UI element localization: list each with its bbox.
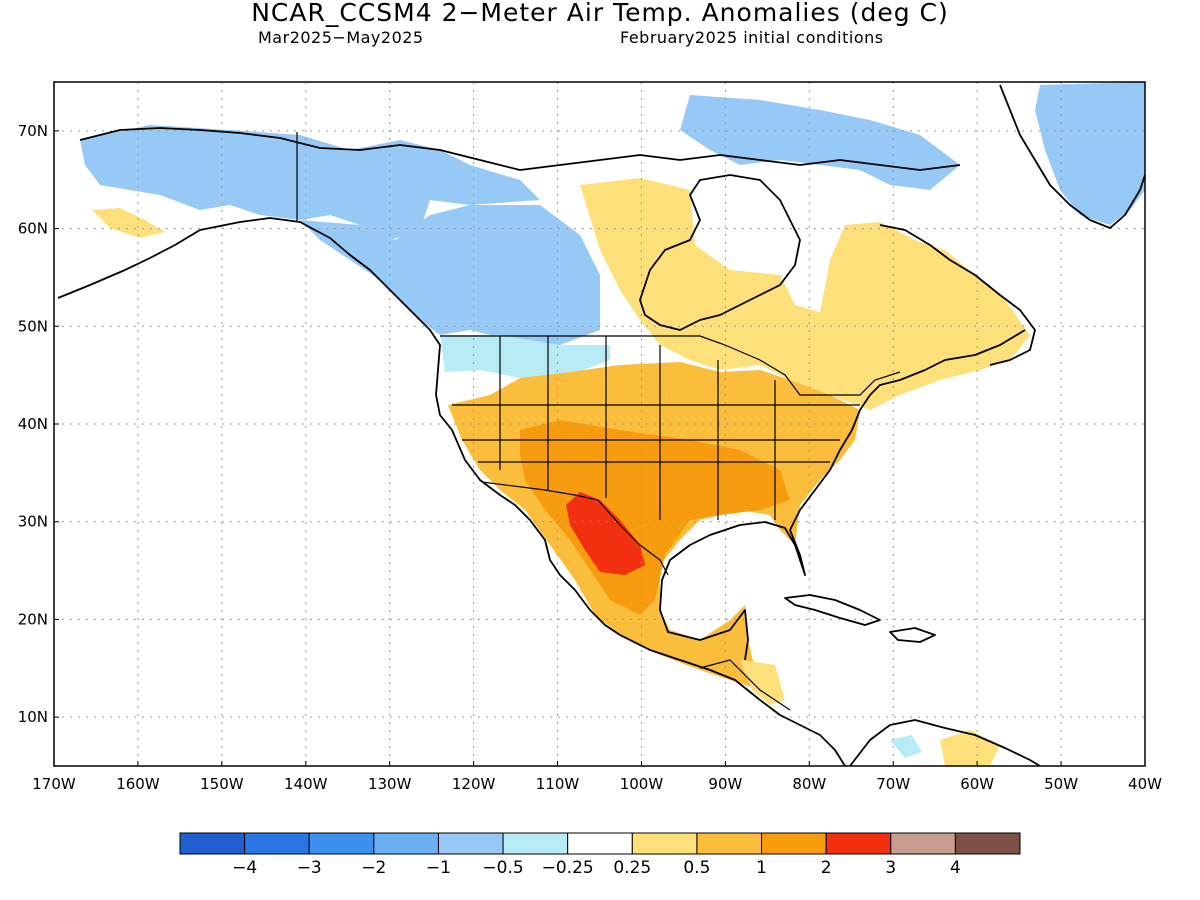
colorbar-label: 1 [756, 858, 767, 878]
colorbar-swatch [308, 832, 375, 855]
lon-label-70W: 70W [876, 775, 910, 793]
colorbar-label: 4 [950, 858, 961, 878]
lat-label-60N: 60N [18, 220, 48, 238]
colorbar-swatch [179, 832, 246, 855]
colorbar-swatch [890, 832, 956, 855]
region-western-canada [300, 205, 600, 345]
lat-label-40N: 40N [18, 415, 48, 433]
region-caribbean-cool [890, 735, 922, 758]
colorbar-label: −4 [232, 858, 257, 878]
coastline-hudson-bay [639, 174, 801, 331]
colorbar-label: −0.25 [542, 858, 594, 878]
colorbar-swatch [437, 832, 504, 855]
coastline-labrador [879, 224, 1036, 366]
colorbar-legend: −4 −3 −2 −1 −0.5 −0.25 0.25 0.5 1 2 3 4 [179, 832, 1021, 878]
coastline-north-america [57, 217, 846, 766]
colorbar-swatch [954, 832, 1021, 855]
map-axes: 70N 60N 50N 40N 30N 20N 10N 170W 160W 150W 140W 130… [18, 122, 1162, 793]
region-greenland [1035, 82, 1145, 225]
lon-label-130W: 130W [368, 775, 412, 793]
lat-label-70N: 70N [18, 122, 48, 140]
border-us-mexico [481, 481, 669, 576]
lon-label-100W: 100W [620, 775, 664, 793]
colorbar-swatch [244, 832, 310, 855]
coastline-gulf [659, 329, 1026, 611]
colorbar-label: −2 [361, 858, 386, 878]
colorbar-label: 3 [885, 858, 896, 878]
lat-label-50N: 50N [18, 317, 48, 335]
coastlines [57, 84, 1145, 766]
initial-conditions-label: February2025 initial conditions [620, 28, 884, 47]
lon-label-60W: 60W [960, 775, 994, 793]
political-borders [296, 132, 901, 711]
colorbar-label: 0.25 [613, 858, 651, 878]
region-northern-mexico [566, 492, 645, 575]
lat-label-10N: 10N [18, 708, 48, 726]
lon-label-90W: 90W [708, 775, 742, 793]
coastline-arctic [79, 127, 961, 171]
border-states-cols [499, 336, 776, 520]
region-central-america [740, 660, 785, 705]
lon-label-80W: 80W [792, 775, 826, 793]
region-pacific-northwest [440, 335, 610, 378]
colorbar-swatch [761, 832, 827, 855]
colorbar-label: −0.5 [482, 858, 523, 878]
map-area [54, 82, 1145, 766]
lon-label-120W: 120W [452, 775, 496, 793]
colorbar-label: 2 [821, 858, 832, 878]
grid-lines [54, 82, 1145, 766]
lon-label-40W: 40W [1128, 775, 1162, 793]
lon-label-150W: 150W [200, 775, 244, 793]
colorbar-swatch [373, 832, 439, 855]
colorbar-swatch [696, 832, 763, 855]
valid-period-label: Mar2025−May2025 [258, 28, 424, 47]
lon-label-160W: 160W [116, 775, 160, 793]
colorbar-swatch [631, 832, 698, 855]
colorbar-swatch [502, 832, 569, 855]
colorbar-label: 0.5 [683, 858, 710, 878]
region-southwest-alaska [92, 208, 165, 238]
border-central-america [699, 659, 791, 711]
colorbar-label: −1 [426, 858, 451, 878]
coastline-cuba [784, 594, 881, 626]
colorbar-label: −3 [297, 858, 322, 878]
coastline-south-america [849, 719, 1041, 766]
lon-label-170W: 170W [32, 775, 76, 793]
coastline-yucatan [659, 609, 749, 661]
lon-label-110W: 110W [536, 775, 580, 793]
lat-label-20N: 20N [18, 610, 48, 628]
border-states-row1 [452, 404, 860, 463]
colorbar-swatch [825, 832, 892, 855]
chart-title: NCAR_CCSM4 2−Meter Air Temp. Anomalies (… [251, 0, 949, 27]
lat-label-30N: 30N [18, 513, 48, 531]
coastline-hispaniola [889, 627, 936, 643]
border-us-canada [440, 335, 901, 396]
region-southwest-mexico [520, 420, 790, 615]
coastline-greenland [999, 84, 1145, 229]
lon-label-140W: 140W [284, 775, 328, 793]
lon-label-50W: 50W [1044, 775, 1078, 793]
region-alaska-yukon [80, 125, 540, 240]
colorbar-swatch [567, 832, 633, 855]
